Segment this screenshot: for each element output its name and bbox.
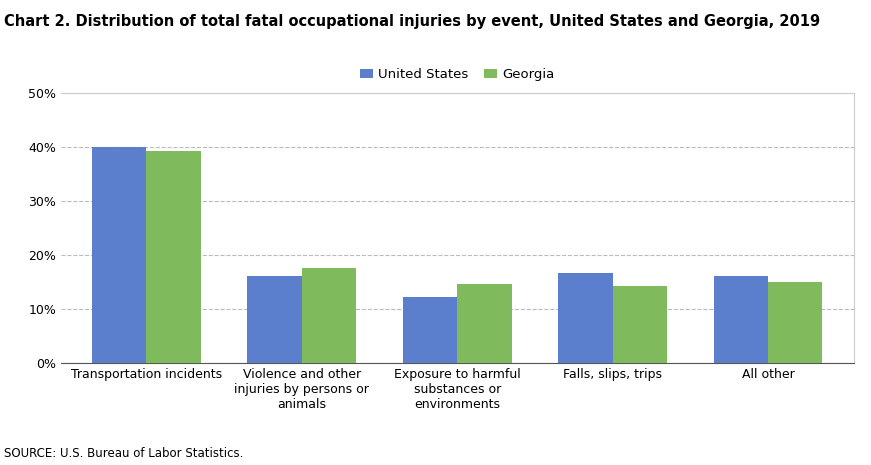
Bar	[403, 297, 457, 363]
Bar	[558, 272, 612, 363]
Bar	[713, 276, 768, 363]
Legend: United States, Georgia: United States, Georgia	[360, 68, 555, 81]
Bar	[768, 282, 822, 363]
Bar	[612, 286, 667, 363]
Text: Chart 2. Distribution of total fatal occupational injuries by event, United Stat: Chart 2. Distribution of total fatal occ…	[4, 14, 820, 29]
Bar	[146, 151, 201, 363]
Text: SOURCE: U.S. Bureau of Labor Statistics.: SOURCE: U.S. Bureau of Labor Statistics.	[4, 447, 244, 460]
Bar	[302, 268, 356, 363]
Bar	[457, 284, 511, 363]
Bar	[247, 276, 302, 363]
Bar	[92, 147, 146, 363]
